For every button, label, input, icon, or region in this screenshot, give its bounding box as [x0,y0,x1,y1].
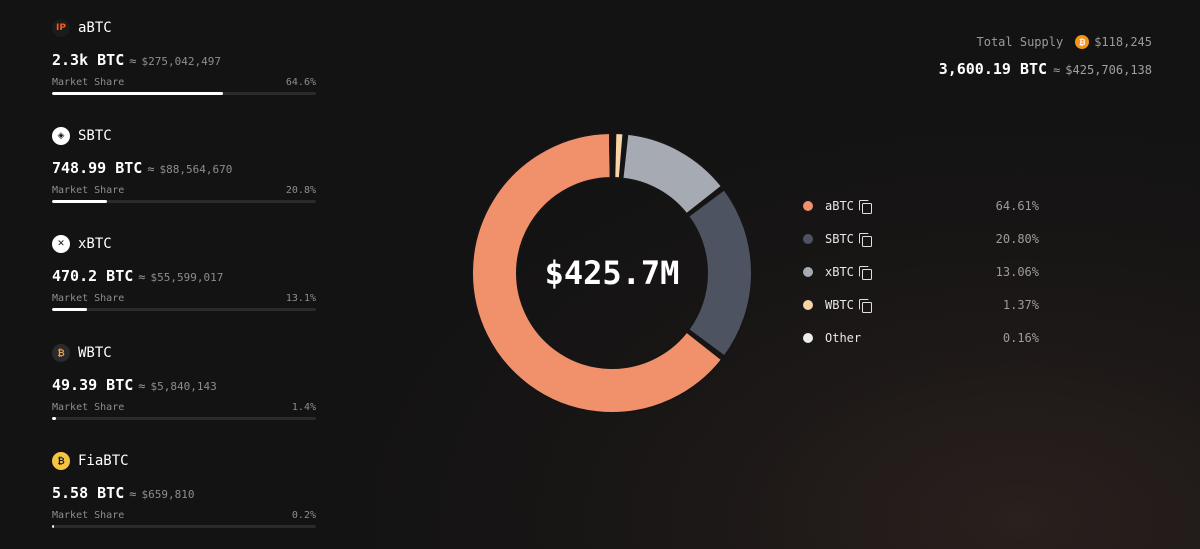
wbtc-logo-icon: ₿ [52,344,70,362]
asset-card-sbtc[interactable]: ◈ SBTC 748.99 BTC ≈ $88,564,670 Market S… [52,108,316,208]
asset-usd-value: $55,599,017 [150,271,224,284]
btc-price: $118,245 [1094,35,1152,49]
market-share-bar-fill [52,92,223,95]
market-share-bar-fill [52,525,55,528]
asset-name: SBTC [78,128,112,144]
approx-symbol: ≈ [138,379,146,393]
asset-usd-value: $88,564,670 [159,163,233,176]
legend-dot [803,300,813,310]
donut-slice-xbtc[interactable] [621,132,724,216]
legend-percent: 1.37% [1002,298,1039,312]
approx-symbol: ≈ [1053,63,1061,77]
market-share-label: Market Share [52,76,125,88]
asset-btc-amount: 5.58 BTC [52,484,125,502]
legend-percent: 0.16% [1002,331,1039,345]
total-supply-usd: $425,706,138 [1065,63,1152,77]
market-share-bar [52,200,316,203]
legend-dot [803,333,813,343]
asset-usd-value: $659,810 [141,488,195,501]
market-share-bar-fill [52,200,107,203]
approx-symbol: ≈ [138,270,146,284]
legend-item-wbtc[interactable]: WBTC 1.37% [803,295,1039,315]
donut-slice-other[interactable] [608,131,613,180]
copy-icon[interactable] [858,199,872,214]
donut-chart: $425.7M [467,128,757,418]
legend-label: xBTC [825,265,854,279]
asset-btc-amount: 2.3k BTC [52,51,125,69]
fiabtc-logo-icon: ₿ [52,452,70,470]
abtc-logo-icon: IP [52,19,70,37]
legend-label: WBTC [825,298,854,312]
copy-icon[interactable] [858,298,872,313]
legend-percent: 20.80% [995,232,1039,246]
legend-dot [803,267,813,277]
approx-symbol: ≈ [129,54,137,68]
market-share-bar [52,525,316,528]
donut-slice-abtc[interactable] [471,131,724,414]
asset-card-wbtc[interactable]: ₿ WBTC 49.39 BTC ≈ $5,840,143 Market Sha… [52,325,316,425]
market-share-label: Market Share [52,292,125,304]
market-share-label: Market Share [52,509,125,521]
donut-slice-wbtc[interactable] [613,132,625,180]
market-share-bar-fill [52,417,56,420]
market-share-bar [52,308,316,311]
donut-center-total: $425.7M [544,254,680,292]
legend-item-sbtc[interactable]: SBTC 20.80% [803,229,1039,249]
asset-name: FiaBTC [78,453,129,469]
legend-label: Other [825,331,862,345]
asset-btc-amount: 49.39 BTC [52,376,134,394]
asset-card-abtc[interactable]: IP aBTC 2.3k BTC ≈ $275,042,497 Market S… [52,0,316,100]
bitcoin-icon: ₿ [1075,35,1090,49]
copy-icon[interactable] [858,232,872,247]
asset-card-xbtc[interactable]: ✕ xBTC 470.2 BTC ≈ $55,599,017 Market Sh… [52,216,316,316]
approx-symbol: ≈ [129,487,137,501]
market-share-value: 13.1% [285,292,316,304]
sbtc-logo-icon: ◈ [52,127,70,145]
legend-percent: 64.61% [995,199,1039,213]
asset-name: xBTC [78,236,112,252]
total-supply-label: Total Supply [976,35,1064,49]
legend-item-other[interactable]: Other 0.16% [803,328,1039,348]
market-share-value: 64.6% [285,76,316,88]
asset-usd-value: $5,840,143 [150,380,217,393]
asset-card-fiabtc[interactable]: ₿ FiaBTC 5.58 BTC ≈ $659,810 Market Shar… [52,433,316,533]
market-share-bar-fill [52,308,87,311]
asset-btc-amount: 470.2 BTC [52,267,134,285]
legend-item-abtc[interactable]: aBTC 64.61% [803,196,1039,216]
market-share-bar [52,92,316,95]
legend-percent: 13.06% [995,265,1039,279]
total-supply-btc: 3,600.19 BTC [938,60,1048,78]
legend-item-xbtc[interactable]: xBTC 13.06% [803,262,1039,282]
total-supply: Total Supply ₿ $118,245 3,600.19 BTC ≈ $… [939,34,1152,78]
copy-icon[interactable] [858,265,872,280]
xbtc-logo-icon: ✕ [52,235,70,253]
market-share-value: 20.8% [285,184,316,196]
legend-dot [803,201,813,211]
legend-label: aBTC [825,199,854,213]
asset-name: aBTC [78,20,112,36]
legend-label: SBTC [825,232,854,246]
legend-dot [803,234,813,244]
market-share-bar [52,417,316,420]
asset-name: WBTC [78,345,112,361]
market-share-label: Market Share [52,401,125,413]
market-share-label: Market Share [52,184,125,196]
donut-chart-svg [471,131,753,414]
asset-usd-value: $275,042,497 [141,55,221,68]
approx-symbol: ≈ [147,162,155,176]
donut-slice-sbtc[interactable] [686,187,753,358]
market-share-value: 1.4% [291,401,316,413]
asset-btc-amount: 748.99 BTC [52,159,143,177]
market-share-value: 0.2% [291,509,316,521]
